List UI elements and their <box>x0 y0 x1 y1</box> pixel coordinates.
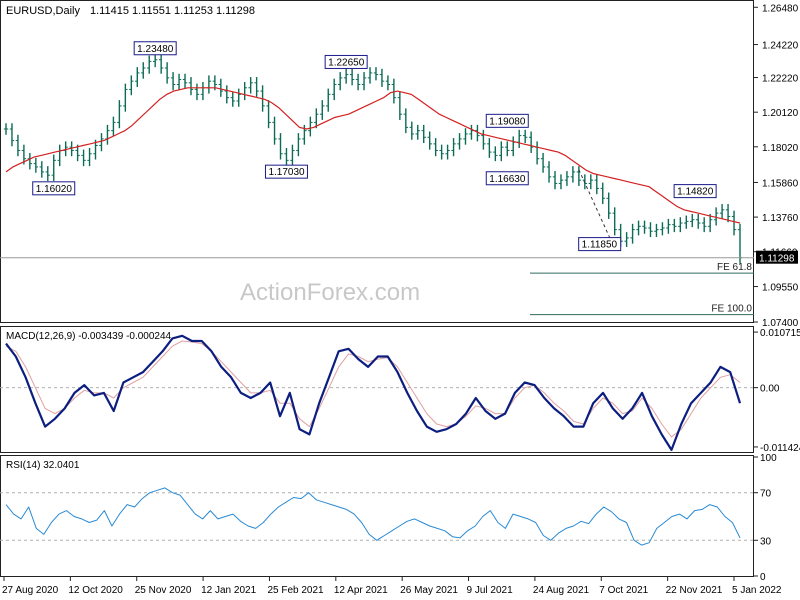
rsi-tick-label: 70 <box>760 489 772 500</box>
ohlc-label: 1.11415 1.11551 1.11253 1.11298 <box>90 5 255 17</box>
watermark: ActionForex.com <box>240 279 420 306</box>
projection-line <box>578 169 616 249</box>
x-tick-label: 7 Oct 2021 <box>599 585 648 596</box>
moving-average-line <box>5 87 741 224</box>
swing-label: 1.11850 <box>582 240 618 251</box>
x-tick-label: 26 May 2021 <box>400 585 458 596</box>
swing-label-box <box>264 164 308 179</box>
swing-label-box <box>324 54 368 69</box>
swing-label: 1.16630 <box>489 174 526 185</box>
price-annotations: 1.11298 FE 61.8 FE 100.0 1.23480 1.16020 1.17… <box>0 41 798 316</box>
swing-label-box <box>32 181 76 196</box>
rsi-layer: 100 70 30 0 <box>0 453 777 583</box>
rsi-tick-label: 30 <box>760 536 772 547</box>
swing-label-box <box>673 184 717 199</box>
swing-label-box <box>578 237 622 252</box>
x-tick-label: 12 Jan 2021 <box>201 585 256 596</box>
swing-label: 1.23480 <box>137 44 174 55</box>
price-tick-label: 1.07400 <box>762 318 799 329</box>
swing-label-box <box>485 113 529 128</box>
rsi-tick-label: 100 <box>760 453 777 464</box>
x-tick-label: 12 Oct 2020 <box>68 585 123 596</box>
macd-line <box>5 334 742 451</box>
moving-average <box>5 87 741 224</box>
swing-label-box <box>133 41 177 56</box>
swing-label: 1.22650 <box>328 57 365 68</box>
x-tick-label: 25 Nov 2020 <box>135 585 192 596</box>
price-tick-label: 1.15860 <box>762 178 799 189</box>
macd-tick-label: 0.00 <box>760 384 780 395</box>
macd-title: MACD(12,26,9) -0.003439 -0.000244 <box>6 331 172 342</box>
price-panel-frame <box>0 0 754 323</box>
macd-tick-label: 0.010715 <box>760 328 800 339</box>
x-tick-label: 24 Aug 2021 <box>533 585 590 596</box>
symbol-label: EURUSD,Daily <box>6 5 80 17</box>
macd-panel-frame <box>0 326 754 453</box>
price-tick-label: 1.22220 <box>762 74 799 85</box>
price-tick-label: 1.18020 <box>762 143 799 154</box>
price-tick-label: 1.26480 <box>762 3 799 14</box>
rsi-line <box>5 487 741 546</box>
price-tick-label: 1.24220 <box>762 41 799 52</box>
swing-label: 1.17030 <box>268 167 305 178</box>
x-tick-label: 27 Aug 2020 <box>2 585 59 596</box>
x-tick-label: 9 Jul 2021 <box>467 585 514 596</box>
price-axis: 1.26480 1.24220 1.22220 1.20120 1.18020 1.158… <box>754 3 799 329</box>
fib-level-label: FE 100.0 <box>711 304 752 315</box>
price-tick-label: 1.20120 <box>762 108 799 119</box>
x-tick-label: 22 Nov 2021 <box>666 585 723 596</box>
swing-label: 1.14820 <box>677 187 714 198</box>
price-tick-label: 1.09550 <box>762 283 799 294</box>
fib-level-label: FE 61.8 <box>717 262 752 273</box>
macd-tick-label: -0.011424 <box>760 443 800 454</box>
current-price-tag <box>756 250 798 264</box>
rsi-tick-label: 0 <box>760 572 766 583</box>
x-axis: 27 Aug 2020 12 Oct 2020 25 Nov 2020 12 Jan … <box>2 577 782 596</box>
current-price-label: 1.11298 <box>759 254 795 265</box>
x-tick-label: 12 Apr 2021 <box>334 585 388 596</box>
x-tick-label: 25 Feb 2021 <box>267 585 324 596</box>
swing-label: 1.19080 <box>489 116 526 127</box>
rsi-title: RSI(14) 32.0401 <box>6 460 80 471</box>
swing-label-box <box>485 171 529 186</box>
rsi-panel-frame <box>0 455 754 577</box>
macd-layer: 0.010715 0.00 -0.011424 <box>0 328 800 454</box>
price-tick-label: 1.13760 <box>762 213 799 224</box>
x-tick-label: 5 Jan 2022 <box>732 585 782 596</box>
swing-label: 1.16020 <box>36 184 73 195</box>
macd-signal-line <box>5 340 741 438</box>
price-bars <box>3 53 743 264</box>
